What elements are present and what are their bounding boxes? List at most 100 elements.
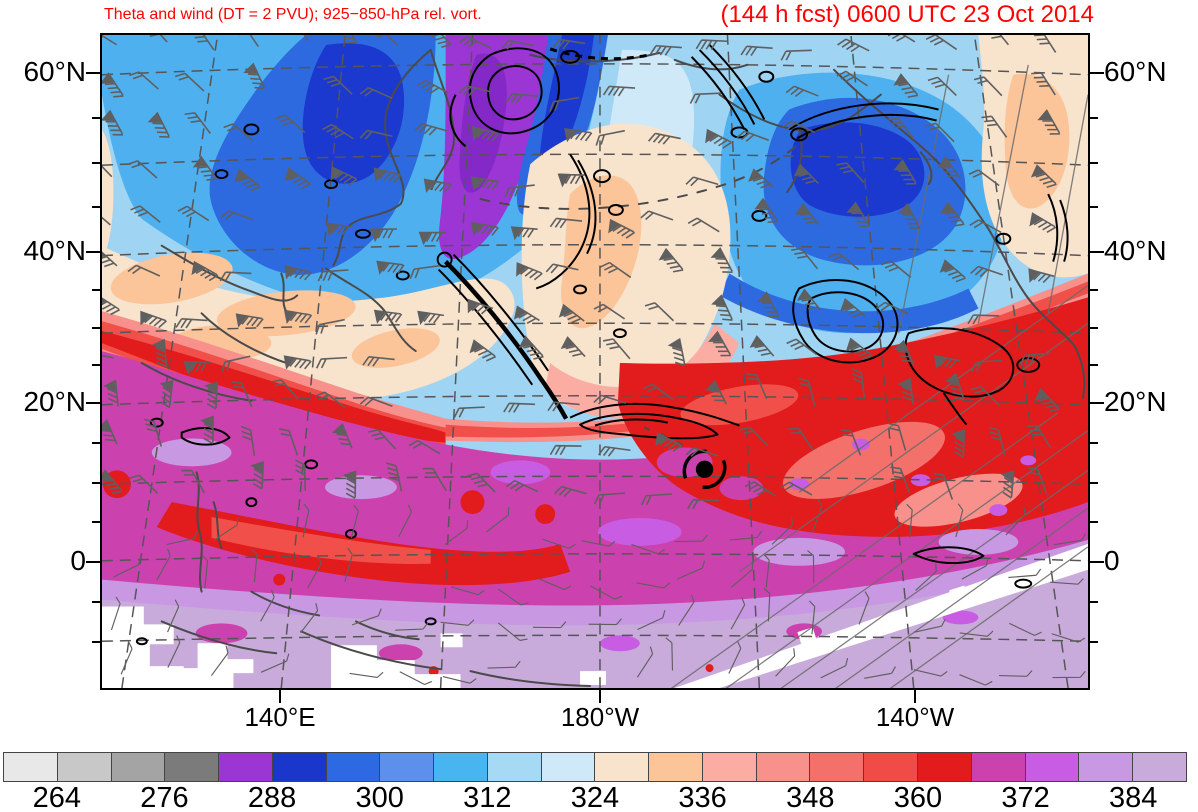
wind-barb-icon [883,35,916,43]
wind-barb-icon [685,447,719,457]
colorbar-cell [918,753,972,781]
wind-barb-icon [423,178,452,193]
colorbar-tick-label: 360 [893,782,943,812]
wind-barb-icon [444,520,469,546]
lat-minor-tick-right [1090,206,1098,209]
wind-barb-icon [655,431,683,452]
wind-barb-icon [251,548,258,583]
lat-label-right: 40°N [1104,235,1167,266]
lat-minor-tick-right [1090,600,1098,603]
wind-barbs-layer [102,35,1087,686]
colorbar-tick-label: 384 [1108,782,1158,812]
lat-minor-tick-left [92,326,100,329]
wind-barb-icon [110,596,121,631]
wind-barb-icon [925,122,955,143]
lat-minor-tick-right [1090,161,1098,164]
wind-barb-icon [749,335,775,357]
wind-barb-icon [395,622,429,631]
lat-minor-tick-right [1090,326,1098,329]
wind-barb-icon [369,228,398,243]
wind-barb-icon [836,162,865,183]
wind-barb-icon [970,386,1000,406]
lat-minor-tick-left [92,640,100,643]
lat-minor-tick-right [1090,288,1098,291]
wind-barb-icon [113,557,141,578]
wind-barb-icon [1030,164,1057,189]
wind-barb-icon [552,38,586,50]
wind-barb-icon [839,297,866,318]
wind-barb-icon [234,168,261,192]
wind-barb-icon [642,383,674,401]
wind-barb-icon [497,622,528,642]
wind-barb-icon [588,618,622,626]
wind-barb-icon [204,381,219,410]
wind-barb-icon [344,547,353,582]
wind-barb-icon [1019,352,1051,365]
wind-barb-icon [636,646,654,678]
chart-title-left: Theta and wind (DT = 2 PVU); 925−850-hPa… [104,6,482,23]
wind-barb-icon [828,252,860,271]
wind-barb-icon [260,589,275,622]
wind-barb-icon [102,35,118,46]
wind-barb-icon [549,96,580,112]
lon-major-tick [914,690,916,703]
wind-barb-icon [538,578,572,590]
wind-barb-icon [687,217,720,233]
colorbar-cell [219,753,273,781]
lat-major-tick-left [86,561,100,563]
wind-barb-icon [307,556,322,589]
lon-major-tick [279,690,281,703]
wind-barb-icon [220,210,254,221]
wind-barb-icon [640,493,672,506]
wind-barb-icon [399,671,432,686]
wind-barb-icon [501,39,535,50]
wind-barb-icon [1051,633,1086,643]
wind-barb-icon [342,470,357,500]
wind-barb-icon [1054,533,1087,546]
colorbar-cell [1079,753,1134,781]
wind-barb-icon [505,93,538,104]
wind-barb-icon [705,128,732,149]
wind-barb-icon [914,619,946,633]
colorbar-tick-label: 372 [1001,782,1050,812]
lat-major-tick-right [1090,402,1104,404]
wind-barb-icon [807,550,815,584]
wind-barb-icon [369,35,399,46]
wind-barb-icon [557,173,585,188]
lat-major-tick-left [86,402,100,404]
wind-barb-icon [458,36,492,49]
wind-barb-icon [785,85,819,97]
wind-barb-icon [549,217,583,229]
wind-barb-icon [359,129,393,140]
wind-barb-icon [373,309,403,324]
lat-minor-tick-left [92,364,100,367]
wind-barb-icon [593,492,625,505]
colorbar-cell [864,753,919,781]
wind-barb-icon [516,262,543,281]
wind-barb-icon [798,377,816,407]
wind-barb-icon [553,485,587,498]
lat-minor-tick-right [1090,364,1098,367]
lat-minor-tick-left [92,206,100,209]
wind-barb-icon [250,460,264,490]
lat-label-right: 0 [1104,545,1120,576]
wind-barb-icon [103,379,119,407]
colorbar-cell [57,753,112,781]
colorbar-cell [756,753,811,781]
wind-barb-icon [864,666,896,679]
wind-barb-icon [1050,578,1084,585]
wind-barb-icon [127,264,161,277]
wind-barb-icon [581,540,616,547]
wind-barb-icon [593,303,626,320]
wind-barb-icon [970,265,1004,278]
lat-minor-tick-left [92,116,100,119]
wind-barb-icon [350,504,359,539]
colorbar-cell [4,753,58,781]
wind-barb-icon [166,531,198,546]
wind-barb-icon [893,159,917,185]
wind-barb-icon [837,38,870,53]
wind-barb-icon [102,157,113,178]
wind-barb-icon [416,79,449,94]
lat-minor-tick-left [92,288,100,291]
wind-barb-icon [510,226,538,241]
